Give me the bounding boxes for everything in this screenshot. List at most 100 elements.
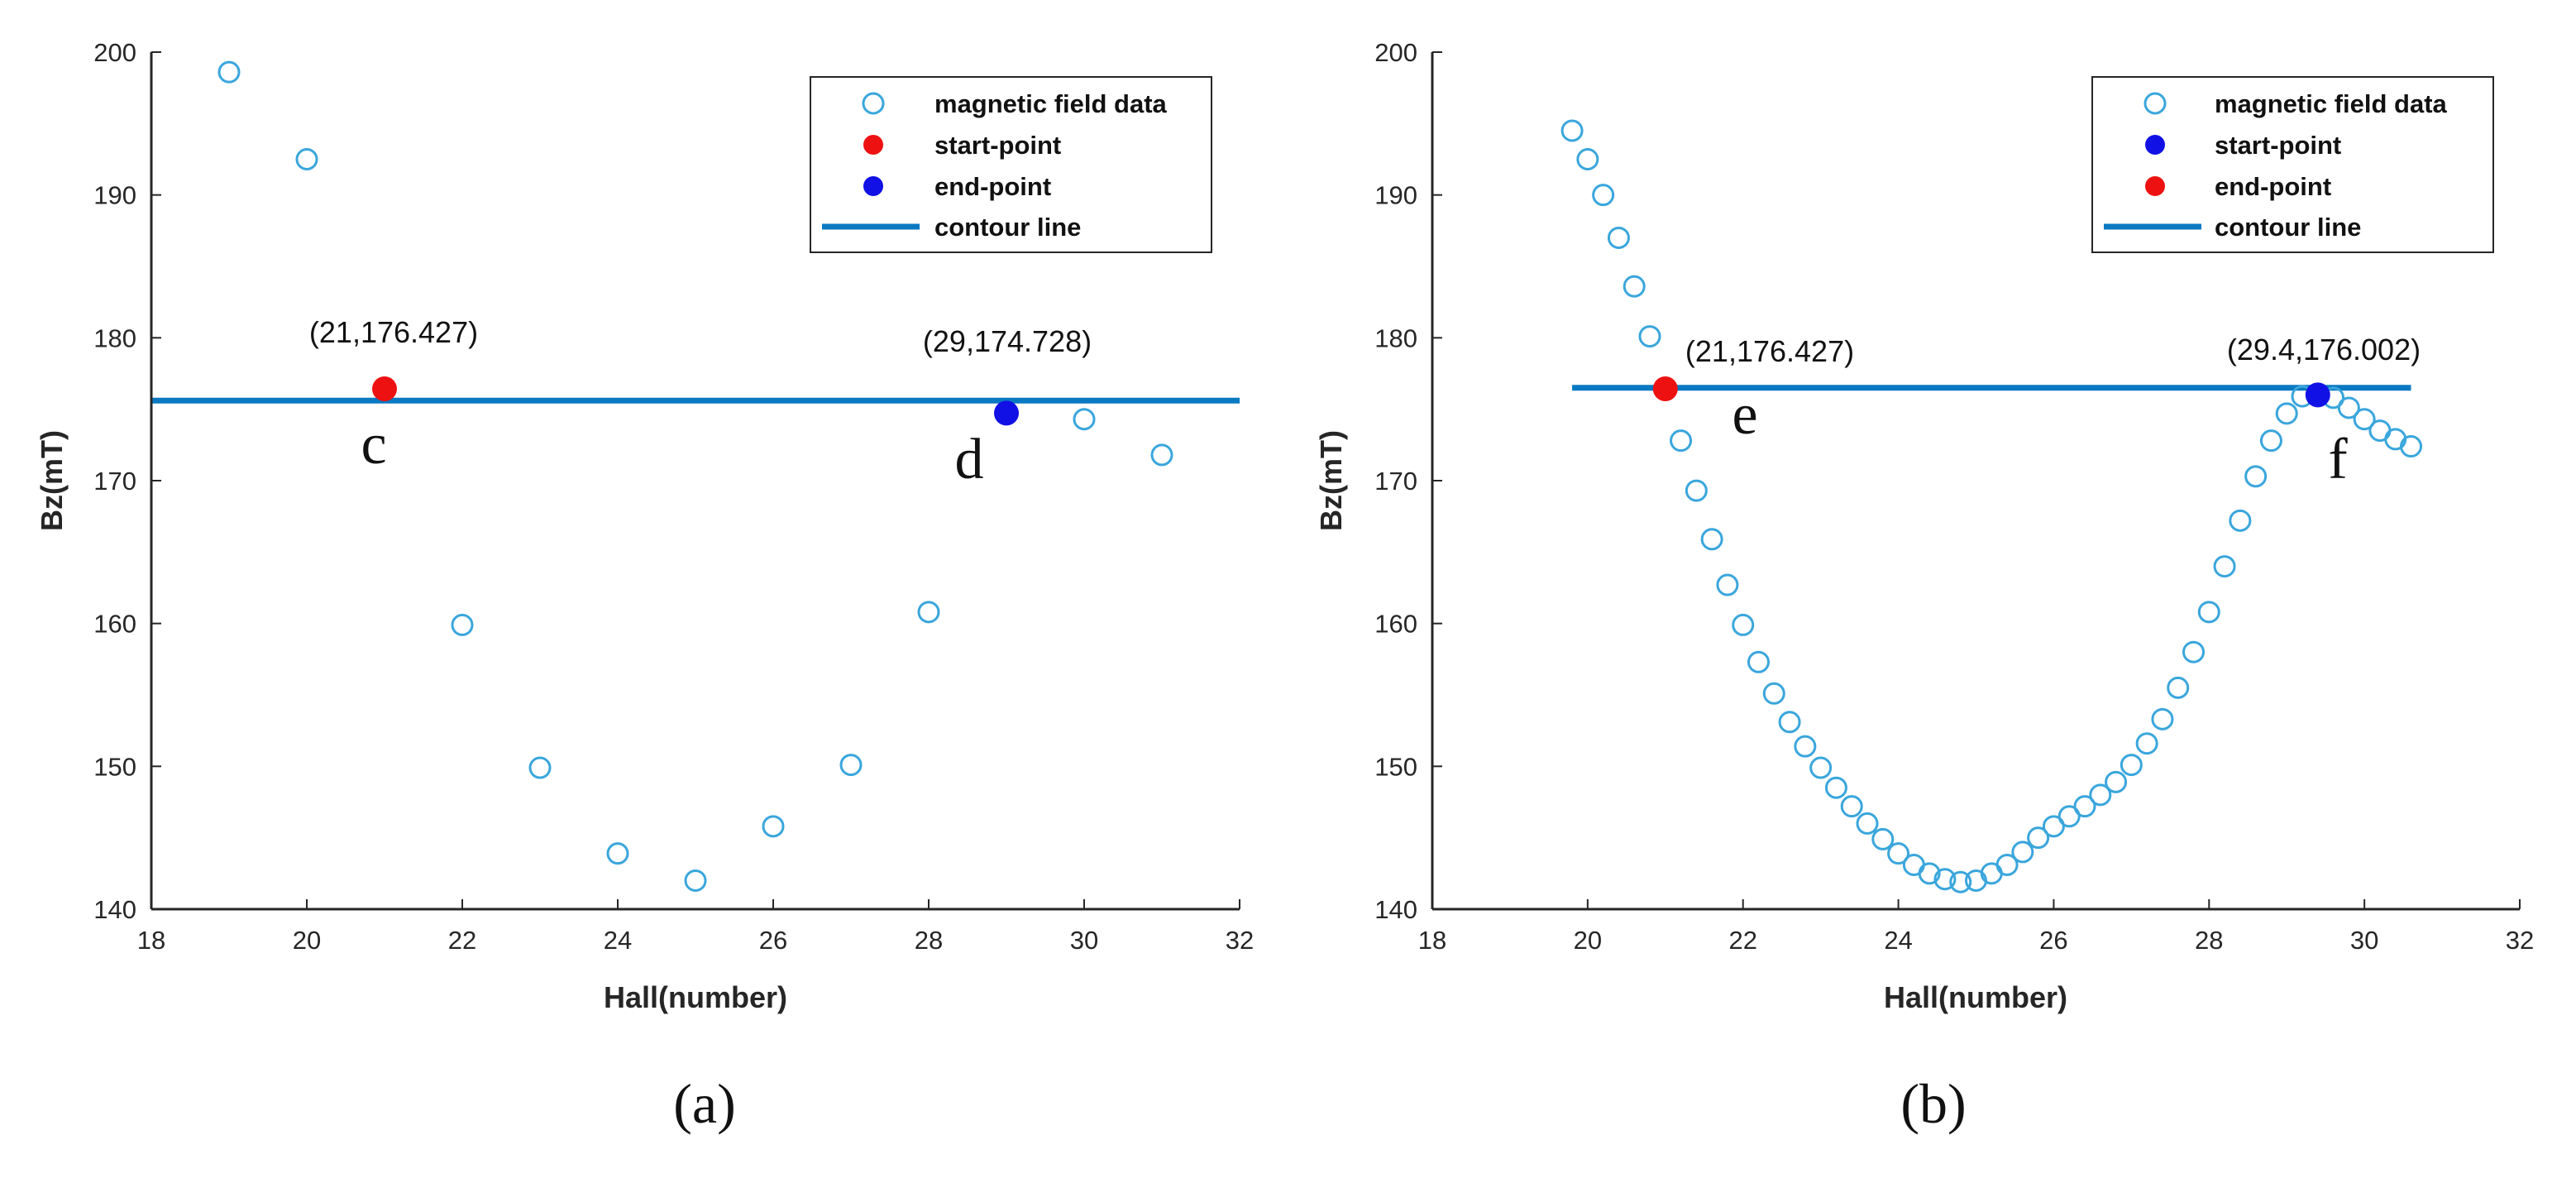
marks-layer-b	[1560, 119, 2422, 893]
data-point	[2057, 805, 2081, 828]
caption-b: (b)	[1900, 1072, 1966, 1135]
special-points-b	[1652, 376, 2330, 408]
y-tick-label: 160	[93, 610, 136, 639]
legend-marker-data-a	[862, 92, 885, 115]
data-point	[2213, 555, 2236, 578]
data-point	[839, 754, 863, 777]
start-point-label-a: (21,176.427)	[309, 315, 478, 349]
x-tick-label: 30	[1070, 926, 1098, 955]
data-point	[2229, 509, 2252, 532]
data-point	[1150, 443, 1173, 467]
data-point	[2135, 732, 2158, 755]
data-point	[1824, 776, 1847, 799]
x-tick-label: 30	[2350, 926, 2378, 955]
data-point	[1670, 429, 1693, 453]
data-point	[1949, 870, 1972, 893]
legend-label-data-b: magnetic field data	[2215, 89, 2448, 118]
data-point	[1809, 756, 1833, 779]
x-axis-label-b: Hall(number)	[1884, 980, 2067, 1014]
x-tick-label: 24	[604, 926, 632, 955]
x-tick-label: 26	[759, 926, 787, 955]
data-point	[2089, 783, 2112, 807]
data-point	[1778, 711, 1801, 734]
end-point-letter-b: e	[1732, 383, 1757, 447]
data-point	[2182, 640, 2205, 663]
y-axis-label-b: Bz(mT)	[1314, 430, 1348, 531]
data-point	[217, 60, 241, 84]
data-point	[917, 601, 940, 624]
start-point-label-b: (29.4,176.002)	[2227, 333, 2421, 366]
data-point	[451, 613, 474, 636]
y-axis-label-a: Bz(mT)	[35, 430, 69, 531]
y-tick-label: 180	[1374, 323, 1417, 352]
legend-marker-start-b	[2145, 135, 2165, 155]
x-tick-label: 22	[448, 926, 476, 955]
legend-label-end-a: end-point	[934, 172, 1051, 201]
legend-label-contour-b: contour line	[2215, 213, 2361, 242]
data-point	[1732, 613, 1755, 636]
x-tick-label: 20	[293, 926, 321, 955]
legend-label-data-a: magnetic field data	[934, 89, 1168, 118]
legend-b: magnetic field data start-point end-poin…	[2091, 76, 2494, 253]
x-tick-label: 28	[915, 926, 943, 955]
data-point	[1638, 325, 1661, 348]
x-tick-label: 20	[1574, 926, 1602, 955]
x-tick-label: 18	[137, 926, 165, 955]
end-point-label-b: (21,176.427)	[1685, 334, 1854, 368]
caption-a: (a)	[673, 1072, 735, 1135]
data-point	[2259, 429, 2282, 453]
data-point	[1700, 528, 1723, 551]
legend-marker-end-b	[2145, 176, 2165, 196]
data-point	[1794, 735, 1817, 758]
data-point	[1840, 795, 1863, 818]
y-tick-label: 150	[1374, 752, 1417, 781]
start-point-letter-b: f	[2328, 428, 2348, 491]
end-point-label-a: (29,174.728)	[923, 324, 1092, 358]
data-point	[1716, 573, 1739, 596]
data-point	[1607, 226, 1630, 249]
tick-layer-a: 18 20 22 24 26 28 30 32 140 150 160 170 180 190 200	[93, 38, 1254, 955]
data-point	[1762, 682, 1785, 705]
legend-box-b	[2091, 76, 2494, 253]
y-tick-label: 200	[93, 38, 136, 67]
data-point	[2042, 815, 2065, 838]
legend-label-contour-a: contour line	[934, 213, 1081, 242]
data-point	[1747, 650, 1770, 673]
end-point-marker	[994, 400, 1019, 426]
tick-layer-b: 18 20 22 24 26 28 30 32 140 150 160 170 180 190 200	[1374, 38, 2534, 955]
end-point-marker	[1652, 376, 1678, 402]
data-point	[1918, 862, 1941, 885]
data-point	[762, 815, 785, 838]
data-point	[1871, 827, 1895, 850]
panel-a: 18 20 22 24 26 28 30 32 140 150 160 170 180 190 200 (2…	[35, 38, 1254, 1135]
data-point	[606, 842, 629, 865]
y-tick-label: 190	[93, 181, 136, 210]
legend-box-a	[810, 76, 1212, 253]
data-point	[1887, 842, 1910, 865]
data-point	[1623, 275, 1646, 298]
x-tick-label: 26	[2039, 926, 2067, 955]
data-point	[2105, 770, 2128, 793]
data-point	[2353, 408, 2376, 431]
data-point	[2167, 676, 2190, 699]
legend-marker-start-a	[863, 135, 883, 155]
x-tick-label: 22	[1728, 926, 1756, 955]
y-tick-label: 170	[93, 467, 136, 496]
data-point	[1592, 184, 1615, 207]
data-point	[2400, 435, 2422, 458]
x-tick-label: 28	[2195, 926, 2223, 955]
data-point	[2073, 795, 2096, 818]
legend-a: magnetic field data start-point end-poin…	[810, 76, 1212, 253]
data-point	[684, 869, 707, 892]
data-point	[2027, 826, 2050, 850]
data-point	[2120, 754, 2143, 777]
x-tick-label: 18	[1418, 926, 1446, 955]
x-tick-label: 32	[1226, 926, 1254, 955]
data-point	[1933, 868, 1957, 891]
data-point	[1995, 853, 2019, 876]
data-point	[2337, 396, 2360, 419]
y-tick-label: 140	[93, 895, 136, 924]
end-point-letter-a: d	[955, 428, 984, 491]
data-point	[2011, 841, 2034, 864]
